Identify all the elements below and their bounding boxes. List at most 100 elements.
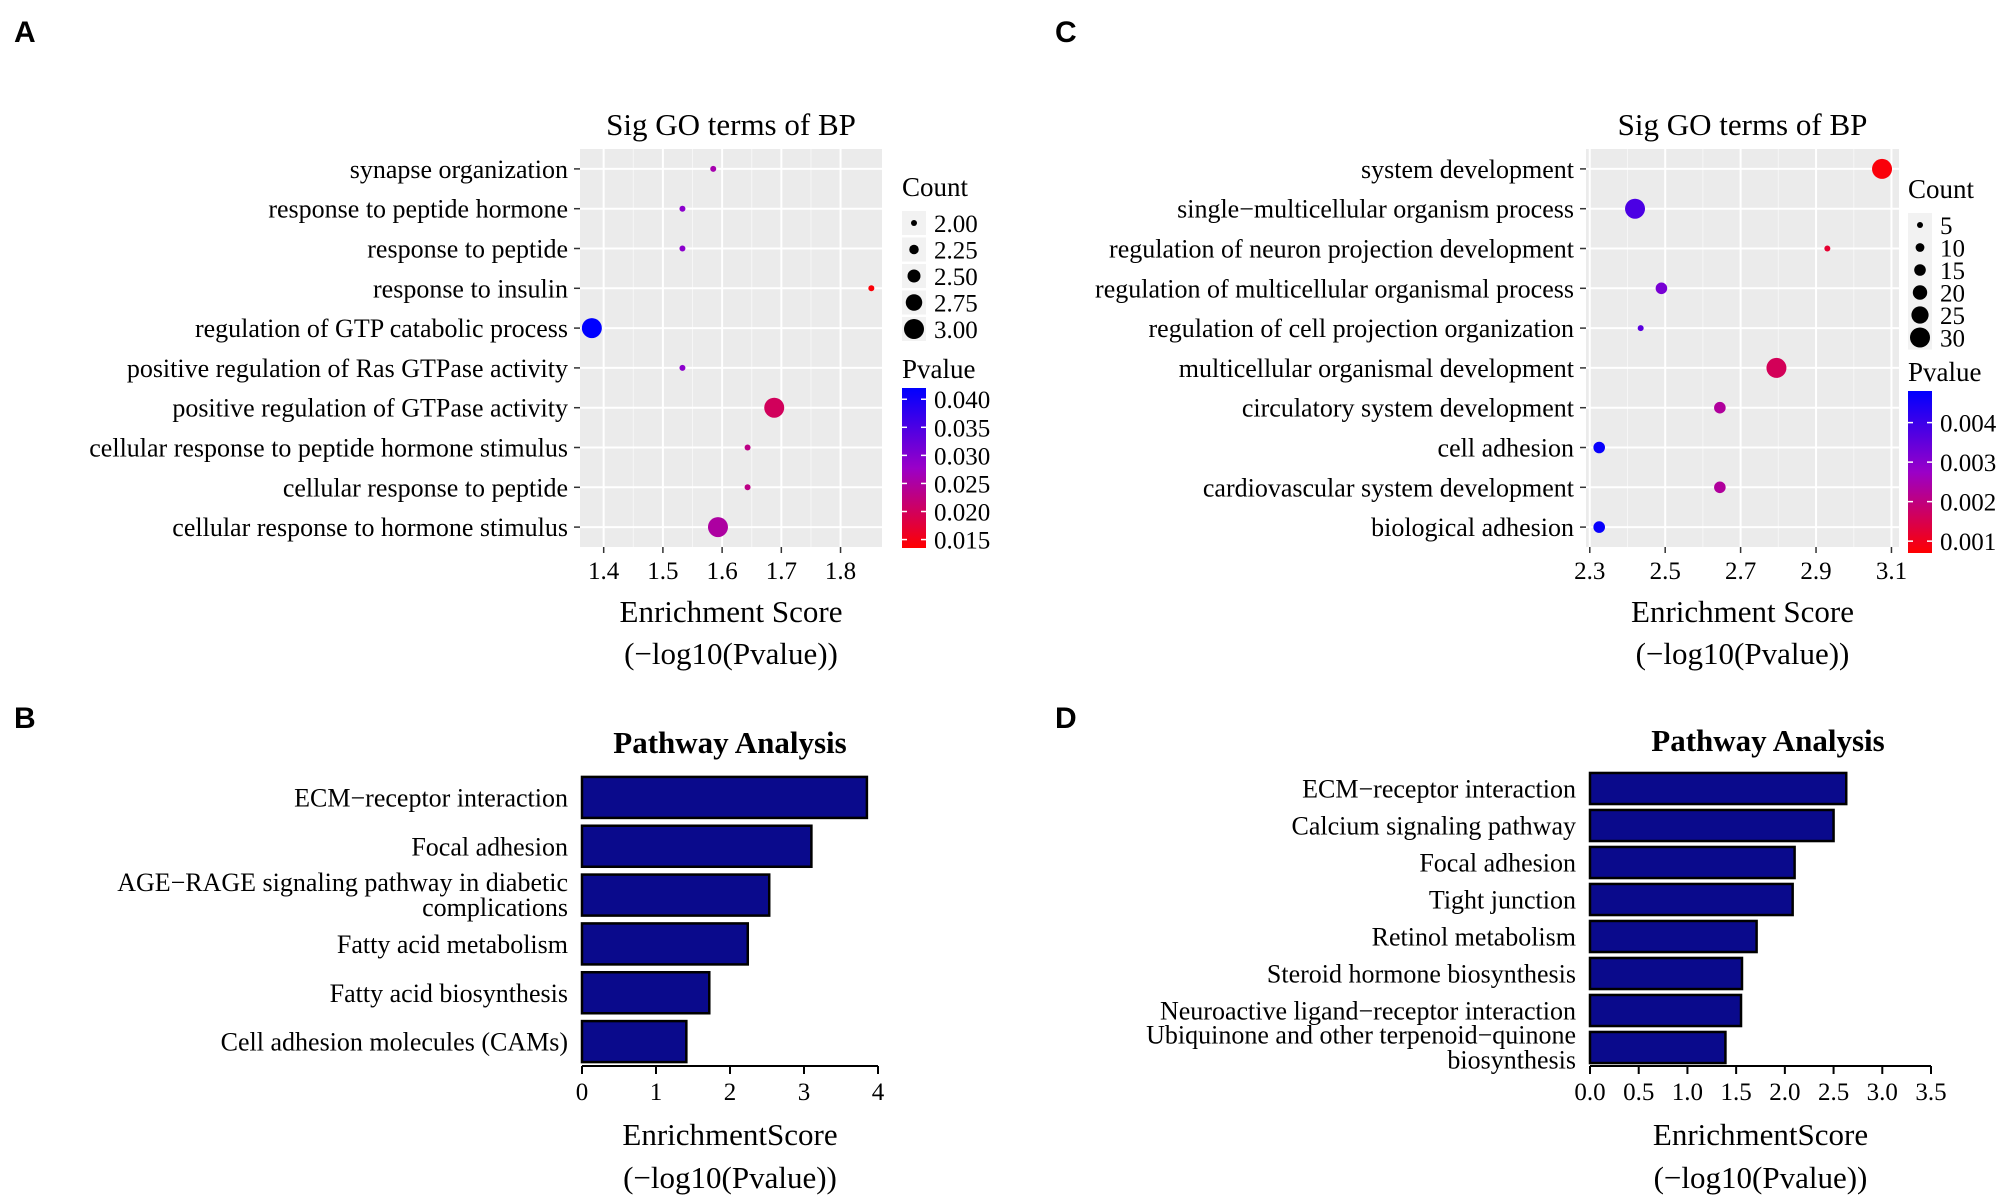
legend-pvalue-label: 0.015 [934,528,990,555]
category-label: Focal adhesion [411,832,568,861]
x-axis-label: Enrichment Score [1631,594,1854,629]
bar [580,824,813,869]
panel-letter-c: C [1055,16,1077,49]
legend-size-dot [1912,285,1928,300]
category-label: Focal adhesion [1419,849,1576,878]
x-tick-label: 0 [576,1079,589,1106]
data-point [1766,357,1787,378]
x-tick-label: 1.5 [647,558,678,585]
legend-size-dot [909,244,919,255]
legend-pvalue-label: 0.035 [934,415,990,442]
legend-count-label: 2.25 [934,238,978,265]
legend-count-label: 2.50 [934,264,978,291]
category-label: Tight junction [1429,886,1576,915]
category-label: synapse organization [350,155,568,184]
legend-size-dot [904,319,924,339]
x-axis-label: EnrichmentScore [1653,1117,1868,1152]
legend-colorbar [1908,391,1932,553]
category-label: system development [1361,155,1575,184]
bar [1588,771,1848,806]
category-label: regulation of multicellular organismal p… [1095,274,1574,303]
data-point [1593,441,1605,454]
category-label: Steroid hormone biosynthesis [1267,960,1576,989]
data-point [707,517,728,538]
x-tick-label: 3.5 [1915,1079,1946,1106]
x-axis-label-unit: (−log10(Pvalue)) [624,636,838,671]
chart-title: Sig GO terms of BP [606,107,856,142]
data-point [1714,481,1726,494]
x-tick-label: 2.5 [1818,1079,1849,1106]
legend-size-dot [1915,243,1925,252]
x-axis-label: EnrichmentScore [622,1117,837,1152]
panel-letter-a: A [14,16,36,49]
panel-b-pathway-barchart: ECM−receptor interaction Focal adhesion AG… [117,725,885,1195]
category-label: Fatty acid biosynthesis [330,979,568,1008]
x-tick-label: 2.0 [1769,1079,1800,1106]
bar [1588,882,1794,917]
category-label: response to peptide [367,235,568,264]
data-point [764,397,785,418]
data-point [710,165,717,172]
data-point [1655,282,1668,295]
category-label: positive regulation of Ras GTPase activi… [127,354,568,383]
x-tick-label: 0.5 [1623,1079,1654,1106]
x-tick-label: 1.8 [825,558,856,585]
x-axis-label-unit: (−log10(Pvalue)) [1636,636,1850,671]
x-axis-label-unit: (−log10(Pvalue)) [623,1160,837,1195]
bar [1588,1030,1727,1065]
x-tick-label: 4 [872,1079,885,1106]
legend-pvalue-label: 0.004 [1940,411,1997,438]
category-label: cellular response to hormone stimulus [172,513,568,542]
bar [580,873,771,917]
bar [580,775,869,820]
legend-pvalue-title: Pvalue [1908,357,1982,387]
legend-size-dot [1917,222,1923,228]
legend-size-dot [905,294,923,311]
x-tick-label: 1.5 [1721,1079,1752,1106]
data-point [1714,401,1726,414]
legend-count-label: 20 [1940,281,1965,308]
bar [1588,808,1835,843]
category-label: regulation of neuron projection developm… [1109,235,1575,264]
bar [580,922,750,966]
category-label: biosynthesis [1447,1046,1576,1075]
chart-title: Pathway Analysis [613,725,846,760]
data-point [744,444,751,451]
category-label: Calcium signaling pathway [1291,812,1576,841]
chart-title: Sig GO terms of BP [1618,107,1868,142]
data-point [679,205,686,212]
legend-count-label: 2.75 [934,291,978,318]
x-tick-label: 3.1 [1876,558,1907,585]
legend-size-dot [1910,327,1930,348]
x-tick-label: 1.0 [1672,1079,1703,1106]
x-tick-label: 2.9 [1800,558,1831,585]
data-point [1824,245,1831,252]
x-axis-label-unit: (−log10(Pvalue)) [1654,1160,1868,1195]
x-tick-label: 2 [724,1079,737,1106]
data-point [744,484,751,491]
bar [1588,956,1744,991]
category-label: multicellular organismal development [1179,354,1575,383]
category-label: cardiovascular system development [1203,473,1575,502]
data-point [679,245,686,252]
x-tick-label: 2.5 [1650,558,1681,585]
legend-count-label: 10 [1940,236,1965,263]
legend-count-label: 30 [1940,326,1965,353]
data-point [1637,325,1644,332]
plot-background [580,149,882,547]
x-tick-label: 1.7 [766,558,797,585]
legend-count-label: 5 [1940,213,1953,240]
legend-count-label: 15 [1940,258,1965,285]
x-tick-label: 2.3 [1574,558,1605,585]
x-axis-label: Enrichment Score [620,594,843,629]
category-label: AGE−RAGE signaling pathway in diabetic [117,868,568,897]
legend-pvalue-label: 0.025 [934,471,990,498]
legend-pvalue-label: 0.001 [1940,529,1996,556]
bar [1588,845,1796,880]
data-point [1593,521,1605,533]
panel-c-go-dotplot: 2.3 2.5 2.7 2.9 3.1 system development single−… [1095,107,1997,671]
category-label: cellular response to peptide hormone sti… [89,434,568,463]
legend-pvalue-label: 0.030 [934,443,990,470]
chart-title: Pathway Analysis [1651,723,1884,758]
